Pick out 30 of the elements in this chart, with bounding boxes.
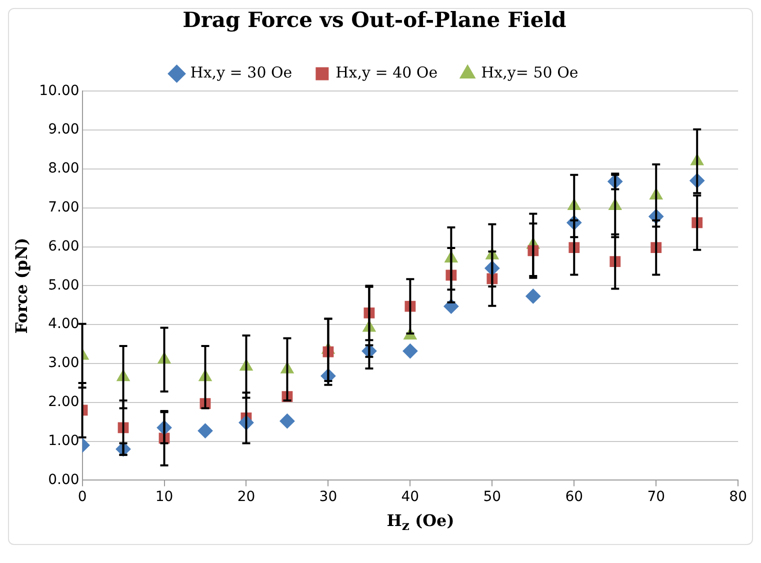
y-axis-title: Force (pN) xyxy=(12,238,31,334)
x-tick-label: 0 xyxy=(78,489,87,506)
x-tick-label: 50 xyxy=(483,489,502,506)
x-tick-label: 10 xyxy=(155,489,174,506)
legend-label: Hx,y = 30 Oe xyxy=(190,64,292,82)
point xyxy=(526,288,541,304)
point xyxy=(402,344,418,359)
x-tick-label: 30 xyxy=(319,489,338,506)
x-tick-label: 70 xyxy=(647,489,666,506)
y-tick-label: 7.00 xyxy=(48,200,80,216)
point xyxy=(198,423,213,438)
legend-label: Hx,y= 50 Oe xyxy=(481,64,578,82)
y-tick-label: 2.00 xyxy=(48,394,80,410)
x-axis-title: H$_{z}$ (Oe) xyxy=(386,510,456,536)
y-tick-label: 0.00 xyxy=(48,472,80,488)
y-tick-label: 8.00 xyxy=(48,160,80,177)
x-tick-label: 80 xyxy=(729,489,748,506)
y-tick-label: 9.00 xyxy=(48,122,80,138)
y-tick-label: 10.00 xyxy=(39,82,80,99)
x-tick-label: 60 xyxy=(565,489,584,506)
x-tick-label: 40 xyxy=(401,489,420,506)
x-tick-label: 20 xyxy=(237,489,256,506)
point xyxy=(280,414,295,429)
y-tick-label: 3.00 xyxy=(48,355,80,372)
y-tick-label: 1.00 xyxy=(48,432,80,449)
y-tick-label: 4.00 xyxy=(48,316,80,332)
y-tick-label: 5.00 xyxy=(48,277,80,294)
y-tick-label: 6.00 xyxy=(48,238,80,254)
chart-title: Drag Force vs Out-of-Plane Field xyxy=(182,7,567,32)
legend-label: Hx,y = 40 Oe xyxy=(336,64,438,82)
